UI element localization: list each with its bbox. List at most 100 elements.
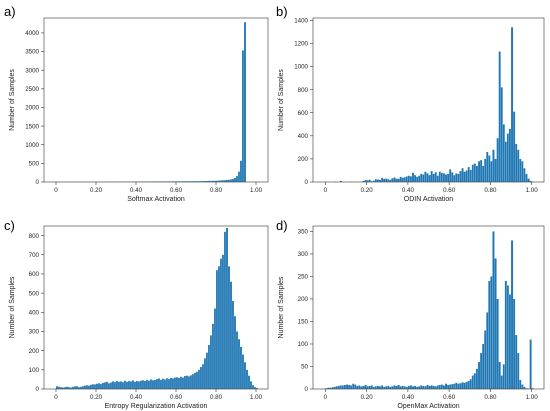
y-tick-label: 300 xyxy=(298,251,309,258)
histogram-bar xyxy=(457,383,460,390)
histogram-bar xyxy=(393,177,396,183)
y-axis-label: Number of Samples xyxy=(9,69,16,131)
histogram-bar xyxy=(510,27,514,183)
y-tick-label: 800 xyxy=(298,87,309,94)
histogram-bar xyxy=(453,383,456,390)
histogram-bar xyxy=(397,384,400,390)
histogram-bar xyxy=(482,343,485,390)
x-axis-label: Entropy Regularization Activation xyxy=(105,403,208,410)
histogram-bar xyxy=(225,179,229,183)
y-tick-label: 700 xyxy=(29,252,40,259)
x-tick-label: 0.60 xyxy=(443,187,456,194)
histogram-bar xyxy=(101,382,105,390)
histogram-bar xyxy=(145,379,149,390)
histogram-bar xyxy=(391,386,394,390)
y-tick-label: 1000 xyxy=(25,142,39,149)
histogram-bar xyxy=(527,178,530,183)
histogram-bar xyxy=(407,175,411,183)
histogram-bar xyxy=(333,386,336,390)
histogram-bar xyxy=(459,383,462,390)
histogram-bar xyxy=(473,373,477,390)
histogram-bar xyxy=(189,375,193,390)
histogram-bar xyxy=(181,377,185,390)
histogram-bar xyxy=(409,176,413,183)
histogram-bar xyxy=(368,385,371,390)
histogram-bar xyxy=(471,375,474,390)
histogram-bar xyxy=(203,358,207,390)
histogram-bar xyxy=(225,227,229,390)
histogram-bar xyxy=(515,334,518,390)
x-tick-label: 0.80 xyxy=(210,394,223,401)
histogram-bar xyxy=(201,363,205,390)
histogram-bar xyxy=(446,173,450,183)
histogram-bar xyxy=(374,179,378,183)
histogram-bar xyxy=(519,379,522,390)
histogram-bar xyxy=(523,168,526,183)
histogram-bar xyxy=(510,240,514,390)
histogram-bar xyxy=(380,177,384,183)
histogram-bar xyxy=(409,385,413,390)
histogram-bar xyxy=(169,377,173,390)
histogram-bar xyxy=(465,170,468,183)
histogram-bar xyxy=(391,178,394,183)
histogram-bar xyxy=(479,159,483,183)
histogram-bar xyxy=(517,352,520,390)
histogram-bar xyxy=(113,382,117,390)
y-tick-label: 200 xyxy=(298,156,309,163)
x-tick-label: 0 xyxy=(324,187,328,194)
histogram-bar xyxy=(477,361,481,390)
y-tick-label: 600 xyxy=(29,271,40,278)
histogram-bar xyxy=(197,369,201,390)
histogram-bar xyxy=(209,335,213,390)
histogram-bar xyxy=(444,383,448,390)
histogram-bar xyxy=(199,366,203,390)
histogram-bar xyxy=(506,285,510,390)
histogram-bar xyxy=(401,177,404,183)
histogram-bar xyxy=(173,377,177,390)
histogram-bar xyxy=(401,385,404,390)
histogram-bar xyxy=(143,380,147,390)
histogram-bar xyxy=(221,254,225,390)
x-tick-label: 0.80 xyxy=(210,187,223,194)
histogram-bar xyxy=(231,300,235,390)
histogram-bar xyxy=(461,382,464,390)
x-tick-label: 0 xyxy=(324,394,328,401)
histogram-bar xyxy=(403,386,406,390)
x-tick-label: 0.80 xyxy=(484,394,497,401)
histogram-bar xyxy=(465,381,468,390)
histogram-bar xyxy=(376,385,380,390)
histogram-bar xyxy=(529,339,532,390)
histogram-bar xyxy=(155,378,159,390)
y-tick-label: 200 xyxy=(29,348,40,355)
histogram-bar xyxy=(237,171,241,183)
histogram-bar xyxy=(380,385,384,390)
histogram-bar xyxy=(471,164,474,183)
histogram-bar xyxy=(341,385,345,390)
histogram-bar xyxy=(115,380,119,390)
histogram-bar xyxy=(453,174,456,183)
histogram-bar xyxy=(496,138,499,183)
histogram-bar xyxy=(121,382,125,390)
histogram-bar xyxy=(83,385,87,390)
histogram-bar xyxy=(241,354,245,390)
histogram-bar xyxy=(504,280,507,390)
x-tick-label: 1.00 xyxy=(526,394,539,401)
histogram-bar xyxy=(492,231,495,390)
y-tick-label: 1200 xyxy=(294,41,308,48)
histogram-bar xyxy=(411,386,415,390)
histogram-bar xyxy=(477,161,481,183)
y-axis-label: Number of Samples xyxy=(9,276,16,338)
histogram-bar xyxy=(125,381,129,390)
x-tick-label: 0 xyxy=(54,394,58,401)
histogram-bar xyxy=(229,281,233,390)
y-tick-label: 800 xyxy=(29,233,40,240)
histogram-bar xyxy=(498,361,501,390)
histogram-bar xyxy=(229,179,233,183)
histogram-bar xyxy=(430,385,433,390)
y-tick-label: 350 xyxy=(298,229,309,236)
histogram-bar xyxy=(473,163,477,183)
histogram-bar xyxy=(469,169,472,183)
histogram-bar xyxy=(387,385,390,390)
histogram-bar xyxy=(149,379,153,390)
plot-frame xyxy=(312,225,545,390)
